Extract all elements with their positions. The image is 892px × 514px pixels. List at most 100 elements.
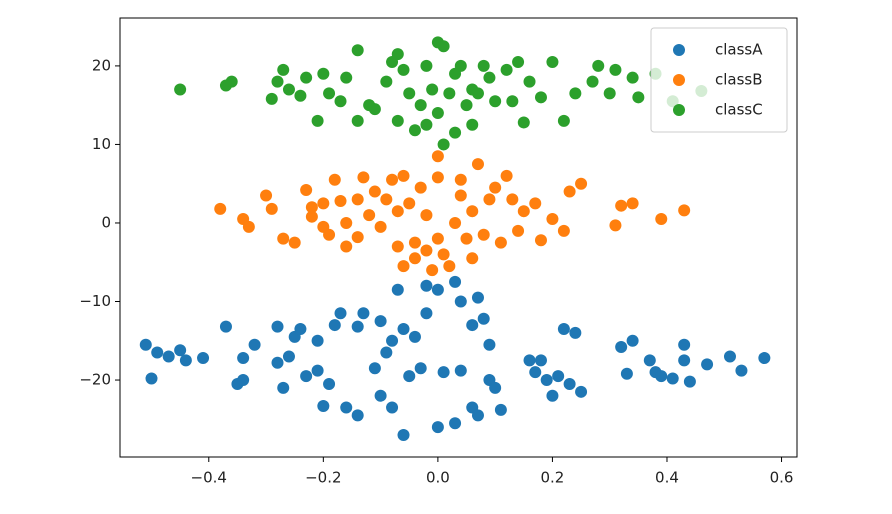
point (145, 372, 158, 385)
point (477, 312, 490, 325)
point (328, 173, 341, 186)
point (282, 350, 295, 363)
point (609, 219, 622, 232)
point (139, 338, 152, 351)
point (460, 232, 473, 245)
point (265, 92, 278, 105)
point (386, 401, 399, 414)
point (517, 205, 530, 218)
point (403, 87, 416, 100)
point (443, 260, 456, 273)
point (494, 403, 507, 416)
point (471, 158, 484, 171)
point (678, 354, 691, 367)
point (615, 341, 628, 354)
x-tick-label: 0.4 (655, 469, 679, 487)
point (643, 354, 656, 367)
point (546, 55, 559, 68)
point (615, 199, 628, 212)
point (632, 91, 645, 104)
point (563, 185, 576, 198)
point (454, 295, 467, 308)
point (449, 417, 462, 430)
point (557, 114, 570, 127)
point (277, 232, 290, 245)
point (340, 401, 353, 414)
point (391, 283, 404, 296)
point (523, 354, 536, 367)
point (666, 372, 679, 385)
point (420, 244, 433, 257)
point (678, 338, 691, 351)
point (557, 224, 570, 237)
point (557, 322, 570, 335)
point (174, 83, 187, 96)
legend-marker (673, 74, 685, 86)
point (397, 169, 410, 182)
point (735, 364, 748, 377)
point (575, 385, 588, 398)
point (431, 171, 444, 184)
point (655, 370, 668, 383)
point (483, 71, 496, 84)
point (403, 197, 416, 210)
point (603, 87, 616, 100)
point (237, 352, 250, 365)
point (391, 114, 404, 127)
point (311, 334, 324, 347)
point (534, 234, 547, 247)
point (494, 236, 507, 249)
point (408, 236, 421, 249)
point (489, 381, 502, 394)
point (380, 346, 393, 359)
point (351, 44, 364, 57)
point (586, 75, 599, 88)
point (408, 330, 421, 343)
point (529, 366, 542, 379)
point (414, 181, 427, 194)
point (489, 95, 502, 108)
y-tick-label: −10 (79, 292, 111, 310)
plot-frame (119, 17, 798, 458)
point (471, 291, 484, 304)
point (340, 240, 353, 253)
point (357, 171, 370, 184)
point (454, 59, 467, 72)
point (477, 228, 490, 241)
point (701, 358, 714, 371)
point (500, 63, 513, 76)
point (449, 216, 462, 229)
point (500, 169, 513, 182)
point (317, 399, 330, 412)
point (431, 107, 444, 120)
point (265, 202, 278, 215)
legend-box (650, 27, 788, 133)
point (437, 138, 450, 151)
point (454, 364, 467, 377)
y-tick-label: 10 (92, 135, 111, 153)
point (300, 71, 313, 84)
point (340, 71, 353, 84)
point (248, 338, 261, 351)
point (517, 116, 530, 129)
point (466, 319, 479, 332)
point (351, 114, 364, 127)
point (471, 87, 484, 100)
point (420, 279, 433, 292)
point (380, 193, 393, 206)
point (575, 177, 588, 190)
point (311, 364, 324, 377)
point (408, 124, 421, 137)
point (426, 83, 439, 96)
point (506, 193, 519, 206)
point (403, 370, 416, 383)
point (431, 232, 444, 245)
point (391, 205, 404, 218)
point (334, 307, 347, 320)
point (323, 377, 336, 390)
point (678, 204, 691, 217)
point (529, 197, 542, 210)
point (237, 374, 250, 387)
point (431, 283, 444, 296)
point (317, 67, 330, 80)
